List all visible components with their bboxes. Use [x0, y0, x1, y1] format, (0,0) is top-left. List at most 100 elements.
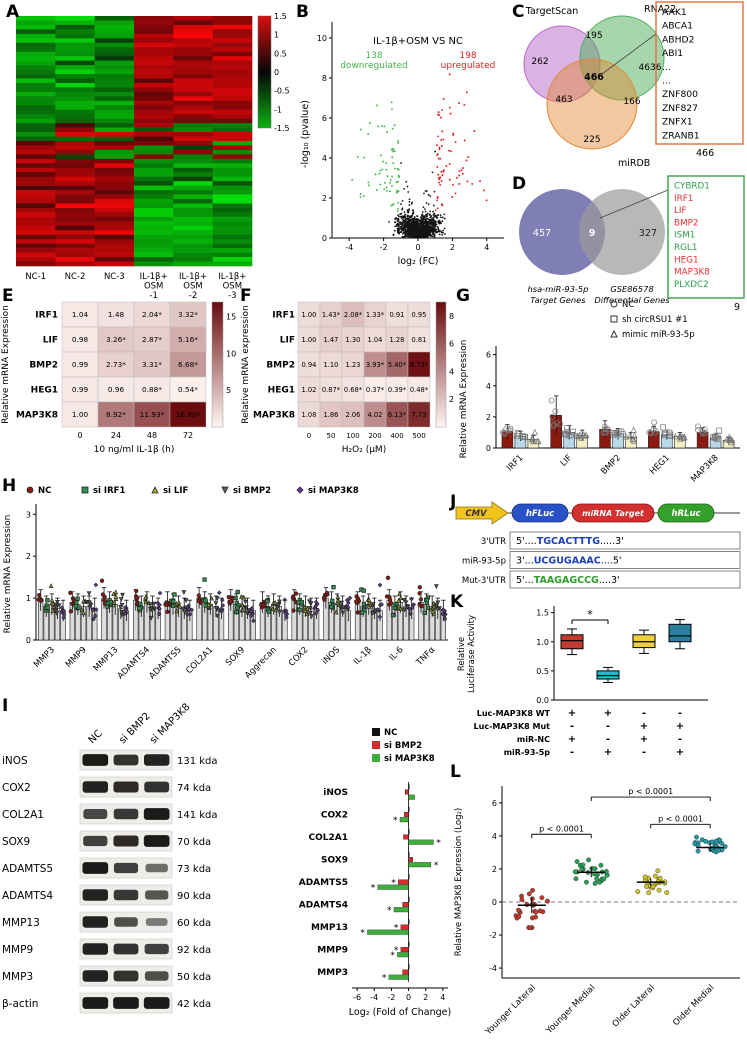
shape: [407, 211, 410, 214]
shape: [299, 599, 304, 605]
shape: [37, 593, 42, 598]
volcano-plot: 0 2 4 6 8 10 -4 -2 0 2 4 log₂ (FC) -log₁₀ (pvalue) IL…: [300, 22, 504, 267]
text-label: 0.91: [390, 311, 405, 319]
text-label: 0: [26, 636, 31, 645]
shape: [16, 221, 56, 227]
shape: [592, 866, 598, 872]
shape: [55, 123, 95, 128]
shape: [134, 38, 174, 44]
shape: [251, 618, 256, 624]
text-label: Target Genes: [530, 295, 586, 305]
text-label: MAP3K8: [253, 411, 295, 421]
shape: [427, 220, 430, 223]
shape: [407, 606, 413, 612]
shape: [406, 221, 409, 223]
shape: [408, 874, 410, 880]
shape: [584, 879, 589, 885]
barchart-g-svg: 0 2 4 6 Relative mRNA Expression IRF1 LIF BMP2 H…: [459, 300, 740, 485]
text-label: 72: [183, 431, 193, 440]
text-label: 6: [486, 351, 491, 360]
shape: [521, 434, 528, 441]
text-label: Older Medial: [671, 983, 716, 1028]
text-label: 2.08*: [344, 311, 363, 319]
shape: [55, 65, 95, 70]
shape: [408, 806, 410, 812]
shape: [436, 144, 438, 147]
text-label: H₂O₂ (μM): [342, 445, 386, 455]
shape: [134, 243, 174, 249]
shape: [463, 139, 466, 142]
shape: [366, 597, 372, 602]
shape: [173, 212, 213, 218]
shape: [419, 226, 422, 229]
shape: [404, 230, 407, 233]
text-label: MMP9: [2, 944, 33, 956]
shape: [436, 199, 438, 202]
shape: [388, 221, 390, 223]
shape: [509, 551, 741, 569]
shape: [398, 215, 400, 218]
shape: [397, 227, 400, 229]
shape: [16, 136, 56, 142]
shape: [151, 486, 159, 494]
shape: [396, 189, 398, 192]
shape: [97, 301, 135, 328]
text-label: *: [394, 946, 399, 956]
shape: [367, 184, 370, 187]
shape: [16, 230, 56, 236]
shape: [283, 608, 289, 613]
shape: [212, 154, 253, 160]
shape: [402, 228, 405, 231]
shape: [226, 594, 231, 600]
shape: [414, 226, 417, 228]
dot-plot: -4 -2 0 2 4 6 Relative MAP3K8 Expression (Log₂…: [454, 786, 740, 1038]
text-label: -1: [149, 291, 157, 301]
shape: [111, 602, 117, 608]
shape: [430, 215, 433, 217]
shape: [55, 599, 60, 605]
shape: [409, 227, 412, 230]
shape: [93, 582, 99, 588]
shape: [55, 16, 95, 21]
text-label: 1.47: [324, 336, 339, 344]
shape: [433, 190, 436, 193]
shape: [396, 603, 402, 609]
shape: [369, 122, 371, 125]
shape: [94, 145, 135, 151]
shape: [244, 605, 249, 611]
shape: [212, 127, 253, 133]
text-label: 0.98: [72, 335, 89, 344]
shape: [94, 127, 135, 133]
shape: [94, 252, 135, 258]
shape: [454, 192, 457, 195]
shape: [94, 82, 135, 88]
panel-c-venn3: TargetScan RNA22 miRDB 262 195 4636 466 463 166 2…: [510, 0, 747, 176]
text-label: 4: [440, 993, 445, 1002]
shape: [212, 239, 253, 244]
shape: [668, 623, 692, 643]
text-label: TNFα: [414, 645, 438, 669]
shape: [438, 148, 441, 151]
shape: [440, 145, 443, 147]
shape: [451, 183, 454, 186]
shape: [422, 206, 425, 208]
shape: [393, 221, 396, 224]
shape: [55, 167, 95, 173]
shape: [402, 902, 409, 907]
panel-b-label: B: [296, 2, 309, 22]
shape: [94, 243, 135, 249]
text-label: 4636: [639, 63, 662, 73]
text-label: LIF: [559, 453, 575, 469]
shape: [55, 69, 95, 75]
shape: ....3': [599, 575, 620, 586]
shape: [16, 225, 56, 231]
shape: [408, 232, 410, 235]
shape: [655, 868, 661, 874]
text-label: COX2: [287, 645, 311, 669]
text-label: MMP13: [2, 917, 40, 929]
shape: [16, 56, 56, 61]
shape: [16, 33, 56, 39]
shape: [217, 590, 222, 596]
shape: [55, 96, 95, 102]
shape: [367, 181, 370, 184]
